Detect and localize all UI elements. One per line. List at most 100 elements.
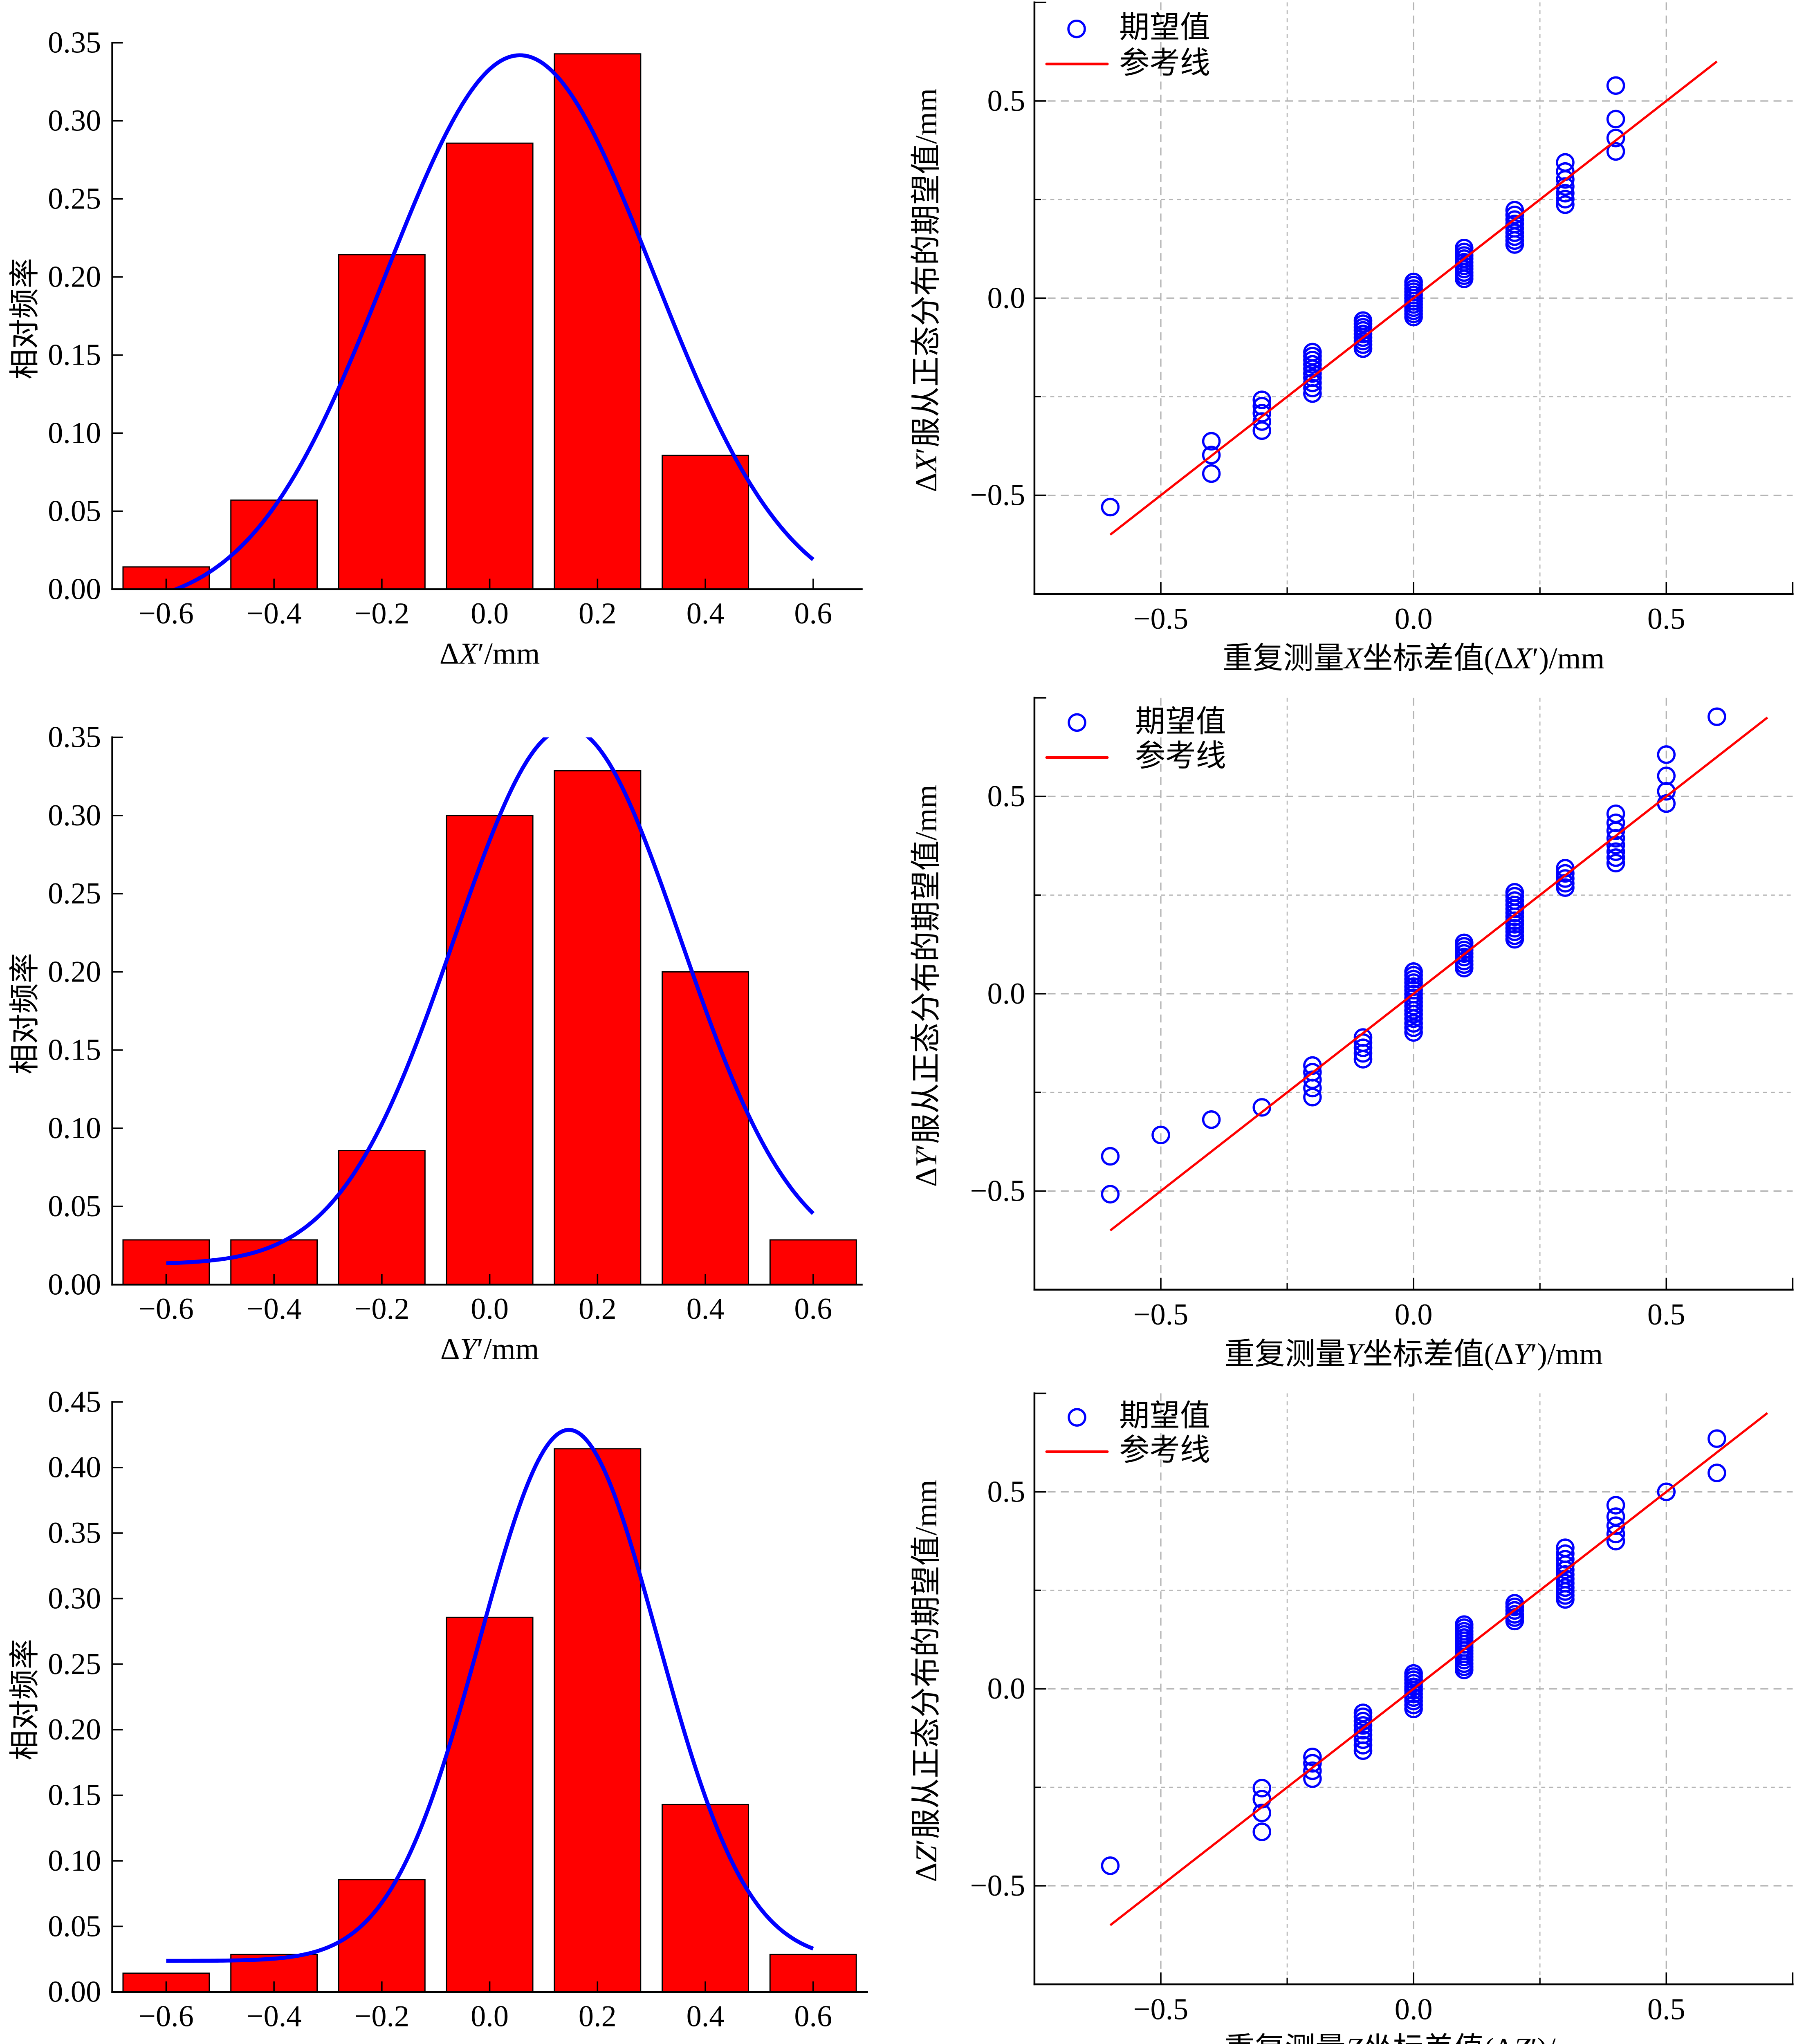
qq-point xyxy=(1252,1822,1271,1841)
y-tick-label: 0.45 xyxy=(48,1385,101,1419)
histogram-bar xyxy=(338,1150,426,1285)
x-tick-label: 0.5 xyxy=(1647,1992,1685,2026)
y-axis-title: ΔZ′服从正态分布的期望值/mm xyxy=(910,1480,943,1882)
y-tick-label: 0.15 xyxy=(48,1033,101,1067)
qq-point xyxy=(1606,814,1625,832)
reference-line xyxy=(1109,717,1768,1232)
legend-label-expected: 期望值 xyxy=(1119,11,1210,45)
y-tick-label: 0.30 xyxy=(48,1582,101,1615)
y-tick-label: 0.35 xyxy=(48,26,101,60)
y-tick-label: 0.30 xyxy=(48,799,101,832)
qq-point xyxy=(1657,766,1676,785)
qq-point xyxy=(1353,1703,1373,1722)
qq-point xyxy=(1151,1125,1170,1145)
qq-plot-delta-x: −0.5 0.0 0.5−0.50.00.5重复测量X坐标差值(ΔX′)/mmΔX′… xyxy=(910,1,1794,675)
bars xyxy=(122,1448,857,1993)
x-axis-title-part: Δ xyxy=(440,1333,460,1366)
qq-point xyxy=(1707,1429,1726,1448)
qq-point xyxy=(1454,238,1474,258)
y-tick-label: 0.00 xyxy=(48,1268,101,1301)
x-axis-title-part: Δ xyxy=(440,637,459,671)
qq-point xyxy=(1202,1110,1221,1129)
x-tick-label: −0.2 xyxy=(355,1999,410,2033)
qq-point xyxy=(1556,1538,1575,1557)
qq-point xyxy=(1252,404,1271,423)
qq-point xyxy=(1202,446,1221,464)
y-axis-title: 相对频率 xyxy=(8,953,42,1074)
tick-labels: −0.6 −0.4 −0.2 0.0 0.2 0.4 0.6 0.00 0.05 0.10 0.15… xyxy=(48,721,832,1326)
axes xyxy=(1033,697,1794,1291)
bars xyxy=(122,53,749,590)
x-axis-title-part: ′/mm xyxy=(477,2040,539,2044)
y-tick-label: 0.10 xyxy=(48,416,101,450)
qq-point xyxy=(1556,190,1575,208)
qq-point xyxy=(1101,1185,1120,1204)
x-tick-label: 0.0 xyxy=(1395,602,1433,636)
qq-point xyxy=(1556,1550,1575,1569)
x-tick-label: 0.2 xyxy=(579,1292,617,1326)
x-axis-title-part: ′)/mm xyxy=(1532,642,1604,675)
qq-point xyxy=(1606,1496,1625,1515)
x-tick-label: −0.6 xyxy=(139,597,194,630)
qq-point xyxy=(1404,272,1423,291)
x-axis-title-part: 坐标差值(Δ xyxy=(1362,1338,1513,1371)
normal-fit-curve xyxy=(166,1428,814,1963)
legend-label-reference: 参考线 xyxy=(1119,47,1210,80)
qq-point xyxy=(1707,1464,1726,1482)
y-axis-title-part: X xyxy=(910,453,943,474)
x-tick-label: 0.0 xyxy=(1395,1992,1433,2026)
legend-marker-icon xyxy=(1068,1408,1086,1427)
qq-point xyxy=(1353,1028,1373,1047)
y-tick-label: 0.25 xyxy=(48,877,101,910)
x-axis-title-part: ′)/mm xyxy=(1530,2032,1603,2044)
tick-labels: −0.6 −0.4 −0.2 0.0 0.2 0.4 0.6 0.00 0.05 0.10 0.15… xyxy=(48,26,832,631)
normal-fit-curve xyxy=(170,53,814,589)
histogram-bar xyxy=(554,53,642,590)
legend-label-reference: 参考线 xyxy=(1135,740,1226,773)
y-tick-label: 0.25 xyxy=(48,1647,101,1681)
qq-point xyxy=(1505,210,1524,229)
qq-point xyxy=(1252,1098,1271,1117)
qq-point xyxy=(1353,311,1373,330)
qq-point xyxy=(1556,184,1575,203)
qq-point xyxy=(1202,464,1221,483)
qq-point xyxy=(1556,195,1575,214)
qq-point xyxy=(1606,804,1625,823)
x-axis-title-part: ′/mm xyxy=(478,637,540,671)
qq-point xyxy=(1657,745,1676,764)
x-tick-label: 0.5 xyxy=(1647,1298,1685,1331)
x-tick-label: 0.0 xyxy=(471,1999,509,2033)
x-axis-title-part: 重复测量 xyxy=(1224,2032,1346,2044)
y-tick-label: 0.00 xyxy=(48,1975,101,2009)
x-tick-label: −0.5 xyxy=(1133,1298,1189,1331)
tick-labels: −0.6 −0.4 −0.2 0.0 0.2 0.4 0.6 0.00 0.05 0.10 0.15… xyxy=(48,1385,832,2033)
axes xyxy=(111,1401,868,1993)
y-axis-title-part: ′服从正态分布的期望值/mm xyxy=(910,1480,943,1846)
qq-point xyxy=(1101,498,1120,517)
y-tick-label: −0.5 xyxy=(970,1869,1025,1903)
histogram-bar xyxy=(446,142,534,590)
x-tick-label: −0.4 xyxy=(247,1999,302,2033)
x-tick-label: 0.2 xyxy=(579,1999,617,2033)
histogram-bar xyxy=(338,254,426,590)
y-tick-label: −0.5 xyxy=(970,479,1025,512)
y-axis-title-part: ′服从正态分布的期望值/mm xyxy=(910,88,943,454)
x-axis-title-part: Z xyxy=(1514,2032,1531,2044)
legend-marker-icon xyxy=(1067,19,1086,38)
qq-point xyxy=(1606,76,1625,95)
x-axis-title-part: 重复测量 xyxy=(1224,1338,1346,1371)
y-tick-label: 0.40 xyxy=(48,1451,101,1484)
y-tick-label: 0.20 xyxy=(48,1713,101,1746)
qq-point xyxy=(1606,142,1625,161)
qq-point xyxy=(1454,1615,1474,1634)
x-axis-title-part: X xyxy=(1343,642,1364,675)
qq-point xyxy=(1404,962,1423,981)
y-tick-label: 0.10 xyxy=(48,1112,101,1145)
x-tick-label: 0.4 xyxy=(687,1292,725,1326)
y-tick-label: 0.5 xyxy=(987,780,1025,813)
x-tick-label: 0.0 xyxy=(471,597,509,630)
histogram-delta-y: −0.6 −0.4 −0.2 0.0 0.2 0.4 0.6 0.00 0.05 0.10 0.15… xyxy=(8,721,863,1366)
histogram-bar xyxy=(338,1879,426,1993)
